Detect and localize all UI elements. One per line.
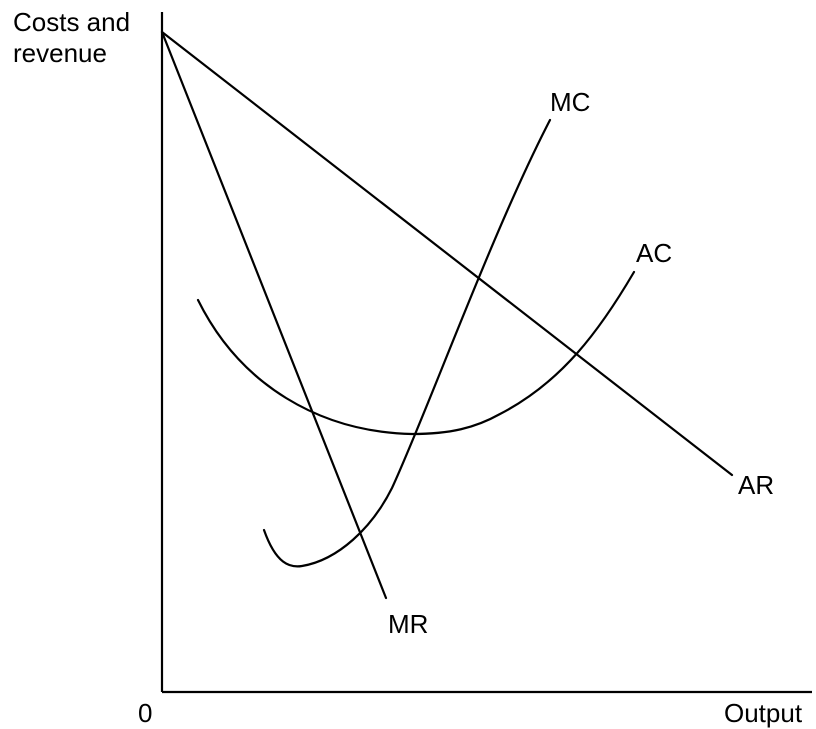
mc-label: MC	[550, 87, 590, 117]
y-axis-label-line-2: revenue	[13, 38, 107, 68]
mr-curve	[160, 30, 388, 600]
ac-curve	[196, 270, 636, 436]
mr-label: MR	[388, 609, 428, 639]
ac-label: AC	[636, 238, 672, 268]
origin-label: 0	[138, 698, 152, 728]
x-axis-label: Output	[724, 698, 803, 728]
ar-label: AR	[738, 470, 774, 500]
ar-curve	[160, 30, 734, 477]
y-axis-label-line-1: Costs and	[13, 7, 130, 37]
mc-curve	[262, 118, 552, 568]
